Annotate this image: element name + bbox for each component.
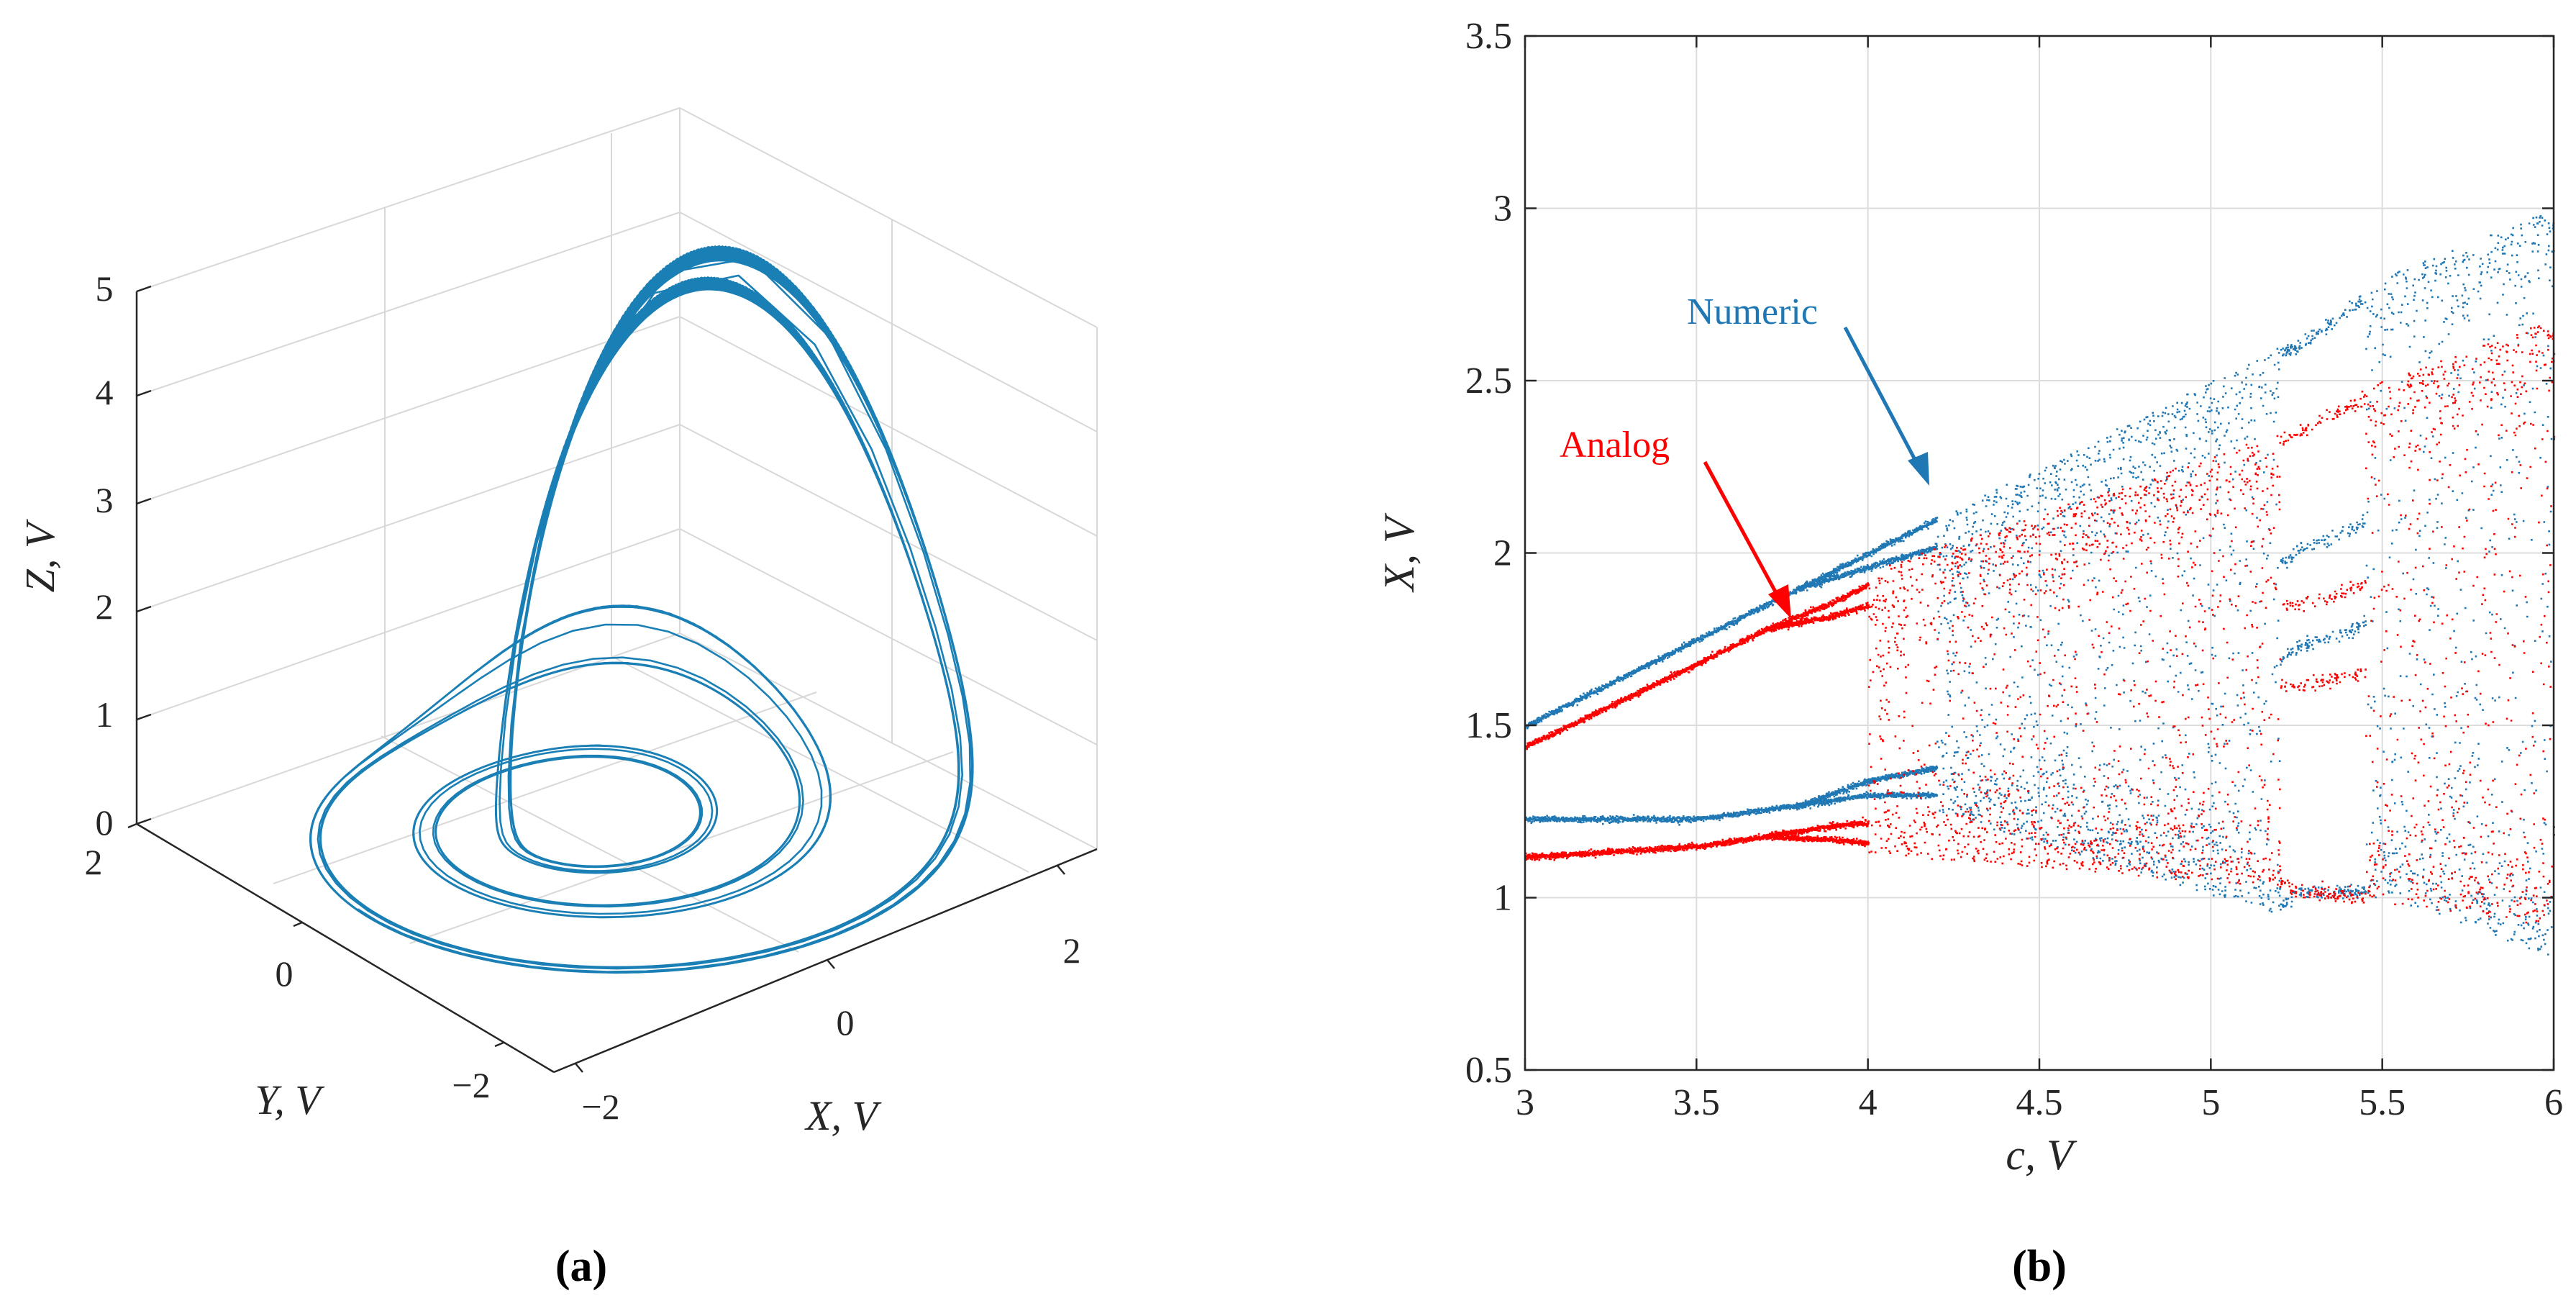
annotation-analog: Analog (1560, 425, 1670, 466)
z-tick-label: 4 (96, 372, 114, 412)
z-tick-label: 2 (96, 586, 114, 627)
y-axis-label: Y, V (255, 1076, 325, 1123)
z-tick-label: 1 (96, 694, 114, 735)
panel-b-caption: (b) (2012, 1242, 2067, 1291)
y-tick-label: 0.5 (1465, 1050, 1512, 1091)
x-tick-labels: 3 3.5 4 4.5 5 5.5 6 (1516, 1082, 2563, 1123)
y-tick-label: 0 (276, 953, 293, 994)
z-tick-label: 0 (96, 802, 114, 843)
y-axis-label-b: X, V (1375, 512, 1423, 593)
y-tick-label: 1.5 (1465, 705, 1512, 746)
z-tick-label: 3 (96, 480, 114, 520)
x-axis-label-b: c, V (2006, 1131, 2077, 1179)
y-tick-label: 2.5 (1465, 360, 1512, 402)
x-tick-label: 3.5 (1673, 1082, 1720, 1123)
numeric-arrow (1843, 326, 1929, 486)
y-tick-label: 2 (85, 842, 103, 882)
y-tick-label: 1 (1493, 878, 1512, 919)
x-tick-label: 0 (837, 1002, 855, 1043)
panel-a-caption: (a) (555, 1242, 607, 1291)
annotation-numeric: Numeric (1687, 291, 1818, 332)
x-tick-label: −2 (581, 1087, 619, 1127)
x-tick-label: 4 (1859, 1082, 1878, 1123)
y-tick-label: 3.5 (1465, 16, 1512, 57)
x-tick-label: 4.5 (2016, 1082, 2063, 1123)
x-tick-label: 5.5 (2359, 1082, 2406, 1123)
x-tick-label: 2 (1063, 930, 1081, 971)
y-tick-label: −2 (452, 1065, 490, 1105)
analog-arrow (1703, 461, 1791, 619)
x-tick-label: 5 (2201, 1082, 2220, 1123)
y-tick-label: 3 (1493, 189, 1512, 230)
3d-axes-lines (127, 285, 1098, 1074)
axis-ticks (1524, 35, 2555, 1071)
y-tick-label: 2 (1493, 533, 1512, 574)
attractor-trajectory (309, 245, 974, 974)
z-tick-label: 5 (96, 268, 114, 309)
z-axis-label: Z, V (17, 518, 63, 592)
x-tick-label: 3 (1516, 1082, 1534, 1123)
panel-b-bifurcation: 3 3.5 4 4.5 5 5.5 6 0.5 1 1.5 2 2.5 3 3.5 Numeric An… (1375, 16, 2563, 1291)
x-axis-label: X, V (804, 1092, 882, 1139)
attractor-path (309, 245, 974, 974)
x-tick-label: 6 (2544, 1082, 2563, 1123)
y-tick-labels: 0.5 1 1.5 2 2.5 3 3.5 (1465, 16, 1512, 1091)
